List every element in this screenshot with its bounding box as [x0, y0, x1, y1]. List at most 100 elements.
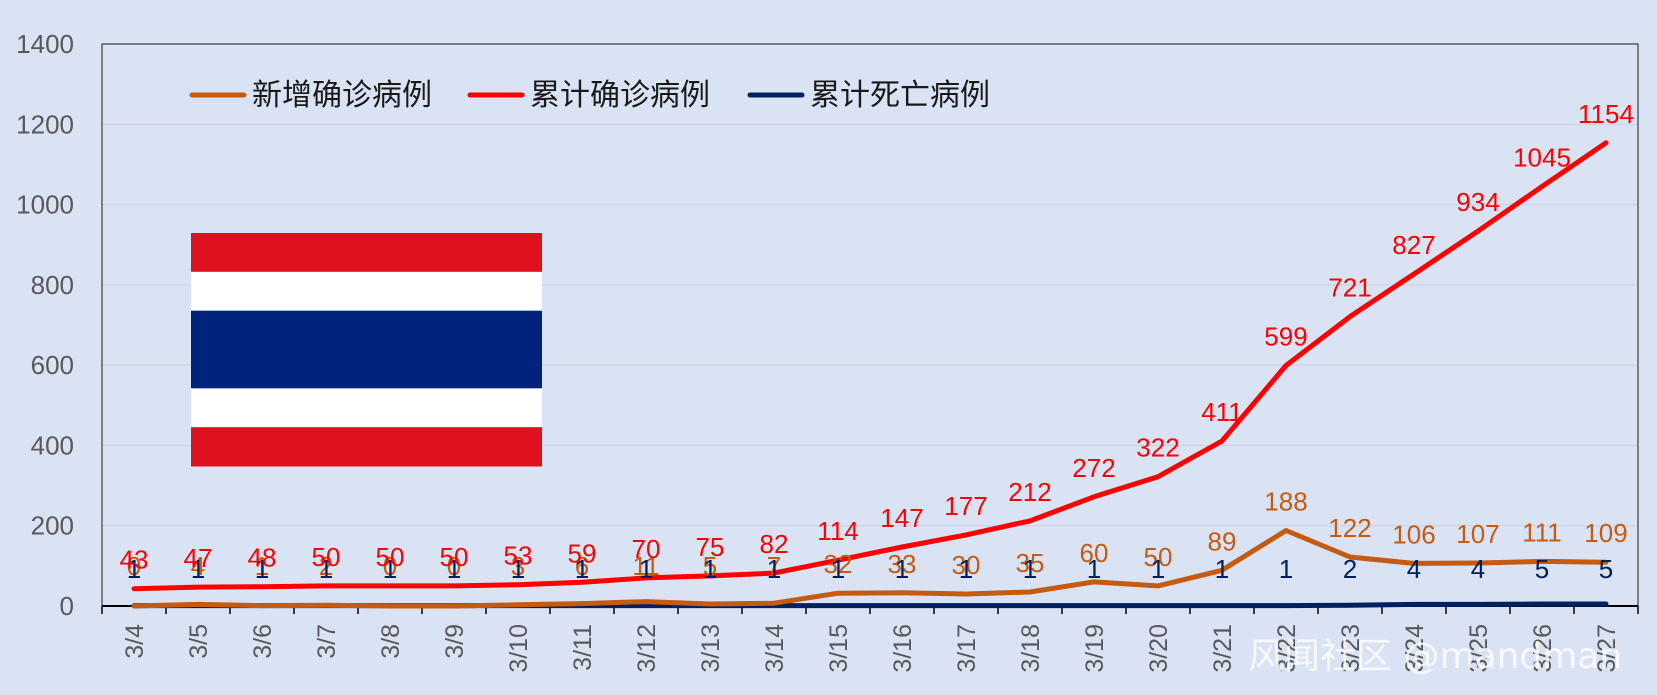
data-label: 177 — [944, 491, 987, 521]
data-label: 1 — [767, 554, 781, 584]
data-label: 0 — [447, 551, 461, 581]
data-label: 1 — [831, 554, 845, 584]
data-label: 1 — [1023, 554, 1037, 584]
y-tick-label: 0 — [60, 591, 74, 621]
data-label: 122 — [1328, 513, 1371, 543]
data-label: 0 — [127, 551, 141, 581]
data-label: 48 — [248, 543, 277, 573]
x-tick-label: 3/20 — [1145, 624, 1173, 673]
data-label: 59 — [568, 538, 597, 568]
data-label: 827 — [1392, 230, 1435, 260]
data-label: 1 — [191, 554, 205, 584]
legend-label: 累计确诊病例 — [530, 78, 710, 113]
data-label: 599 — [1264, 322, 1307, 352]
series-line — [131, 528, 1609, 609]
data-label: 4 — [1407, 554, 1421, 584]
series-lines — [131, 140, 1609, 609]
y-tick-label: 200 — [31, 511, 74, 541]
data-label: 111 — [1522, 517, 1562, 547]
data-label: 106 — [1392, 519, 1435, 549]
y-tick-label: 1200 — [16, 109, 74, 139]
data-label: 1 — [703, 554, 717, 584]
x-tick-label: 3/10 — [505, 624, 533, 673]
data-label: 4 — [1471, 554, 1485, 584]
data-label: 4 — [191, 551, 205, 581]
legend-label: 累计死亡病例 — [810, 78, 990, 113]
x-tick-label: 3/22 — [1273, 624, 1301, 673]
data-label: 1 — [895, 554, 909, 584]
data-label: 212 — [1008, 477, 1051, 507]
y-tick-label: 600 — [31, 350, 74, 380]
data-label: 147 — [880, 503, 923, 533]
y-tick-label: 800 — [31, 270, 74, 300]
thailand-flag-icon — [191, 233, 542, 467]
data-label: 107 — [1456, 519, 1499, 549]
data-label: 2 — [319, 551, 333, 581]
series-line — [131, 140, 1609, 592]
data-label: 1154 — [1578, 99, 1634, 129]
x-tick-label: 3/7 — [313, 624, 341, 659]
data-label: 322 — [1136, 433, 1179, 463]
x-tick-label: 3/16 — [889, 624, 917, 673]
data-label: 411 — [1201, 397, 1242, 427]
data-label: 60 — [1080, 538, 1109, 568]
data-label: 6 — [575, 551, 589, 581]
data-label: 82 — [760, 529, 789, 559]
data-label: 3 — [511, 551, 525, 581]
data-label: 1 — [127, 554, 141, 584]
data-label: 0 — [383, 551, 397, 581]
data-label: 35 — [1016, 548, 1045, 578]
data-label: 70 — [632, 534, 661, 564]
data-label: 50 — [376, 542, 405, 572]
data-label: 721 — [1328, 273, 1371, 303]
flag-stripe — [191, 388, 542, 428]
data-label: 1 — [447, 554, 461, 584]
data-label: 272 — [1072, 453, 1115, 483]
data-label: 89 — [1208, 526, 1237, 556]
data-label: 50 — [440, 542, 469, 572]
data-label: 1 — [639, 554, 653, 584]
data-label: 1 — [1279, 554, 1293, 584]
x-tick-label: 3/23 — [1337, 624, 1365, 673]
y-tick-label: 400 — [31, 430, 74, 460]
x-axis-ticks: 3/4 3/5 3/6 3/7 3/8 3/9 3/10 3/11 3/12 3/13 3/14 3/… — [121, 624, 1621, 673]
legend: 新增确诊病例 累计确诊病例 累计死亡病例 — [189, 78, 990, 113]
data-label: 1045 — [1513, 143, 1571, 173]
data-label: 47 — [184, 543, 213, 573]
flag-stripe — [191, 310, 542, 389]
x-tick-label: 3/12 — [633, 624, 661, 673]
data-label: 30 — [952, 550, 981, 580]
x-tick-label: 3/11 — [569, 624, 597, 671]
y-tick-label: 1400 — [16, 29, 74, 59]
data-label: 50 — [1144, 542, 1173, 572]
data-label: 5 — [703, 551, 717, 581]
data-label: 1 — [959, 554, 973, 584]
data-label: 2 — [1343, 554, 1357, 584]
x-tick-label: 3/8 — [377, 624, 405, 659]
x-tick-label: 3/19 — [1081, 624, 1109, 673]
x-tick-label: 3/4 — [121, 624, 149, 659]
data-label: 75 — [696, 532, 725, 562]
flag-stripe — [191, 427, 542, 467]
data-label: 1 — [511, 554, 525, 584]
x-tick-label: 3/13 — [697, 624, 725, 673]
data-label: 7 — [767, 551, 781, 581]
x-tick-label: 3/24 — [1401, 624, 1429, 673]
x-tick-label: 3/17 — [953, 624, 981, 673]
x-tick-label: 3/9 — [441, 624, 469, 659]
x-tick-label: 3/26 — [1529, 624, 1557, 673]
data-label: 1 — [1087, 554, 1101, 584]
data-label: 5 — [1535, 554, 1549, 584]
data-label: 1 — [255, 551, 269, 581]
y-axis-ticks: 0 200 400 600 800 1000 1200 1400 — [16, 29, 74, 621]
data-label: 50 — [312, 542, 341, 572]
data-label: 1 — [255, 554, 269, 584]
data-label: 1 — [1215, 554, 1229, 584]
x-tick-label: 3/5 — [185, 624, 213, 659]
x-tick-label: 3/27 — [1593, 624, 1621, 673]
y-tick-label: 1000 — [16, 190, 74, 220]
data-label: 5 — [1599, 554, 1613, 584]
data-label: 1 — [319, 554, 333, 584]
